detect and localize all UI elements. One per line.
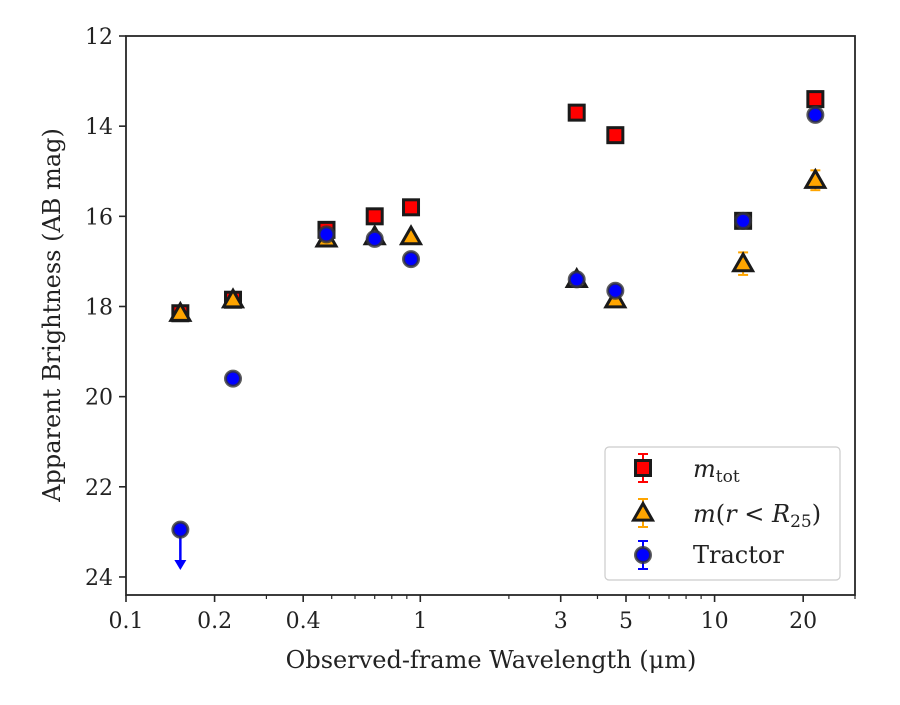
y-tick-label: 22 (85, 476, 113, 501)
data-point-tractor (402, 250, 421, 269)
x-tick-label: 0.4 (286, 609, 321, 634)
y-tick-label: 14 (85, 115, 113, 140)
data-point-m-tot (402, 198, 421, 217)
data-point-m-r25 (220, 287, 246, 309)
data-point-m-r25 (168, 300, 193, 322)
data-point-m-tot (567, 103, 586, 122)
upper-limit-arrowhead (174, 559, 187, 570)
data-point-tractor (365, 229, 384, 248)
y-tick-label: 12 (85, 25, 113, 50)
axes: 0.1 0.2 0.4 1 3 5 10 20 12 14 16 18 20 22 24 (85, 25, 856, 634)
data-point-tractor (806, 105, 825, 124)
data-point-tractor (317, 225, 336, 244)
x-tick-label: 5 (619, 609, 633, 634)
series-tractor (171, 105, 825, 570)
x-axis-label: Observed-frame Wavelength (μm) (286, 646, 697, 674)
data-point-tractor (606, 281, 625, 300)
data-point-m-r25 (803, 167, 828, 189)
data-point-tractor (567, 270, 586, 289)
x-tick-label: 0.1 (109, 609, 144, 634)
data-point-m-tot (365, 207, 384, 226)
x-tick-label: 10 (701, 609, 729, 634)
data-point-m-tot (606, 126, 625, 145)
legend-frame (604, 446, 841, 581)
legend-marker-m-r25 (630, 500, 656, 522)
x-tick-label: 0.2 (197, 609, 232, 634)
data-point-m-r25 (731, 251, 756, 273)
y-axis-label: Apparent Brightness (AB mag) (38, 128, 66, 503)
data-point-m-tot (806, 90, 825, 109)
data-point-m-r25 (398, 224, 424, 246)
legend-marker-tractor (634, 546, 652, 564)
data-point-tractor (224, 369, 243, 388)
legend-markers (630, 453, 656, 570)
y-tick-label: 24 (85, 566, 113, 591)
plot-area (168, 90, 828, 570)
data-point-tractor (734, 211, 753, 230)
legend-label-tractor: Tractor (693, 541, 784, 569)
data-point-tractor (171, 520, 190, 539)
y-tick-label: 20 (85, 386, 113, 411)
legend: mtot m(r < R25) Tractor (604, 446, 841, 581)
x-tick-label: 1 (413, 609, 427, 634)
y-tick-label: 16 (85, 205, 113, 230)
y-tick-label: 18 (85, 295, 113, 320)
plot-frame (125, 35, 856, 596)
legend-marker-m-tot (634, 459, 652, 477)
x-tick-label: 20 (789, 609, 817, 634)
x-tick-label: 3 (554, 609, 568, 634)
